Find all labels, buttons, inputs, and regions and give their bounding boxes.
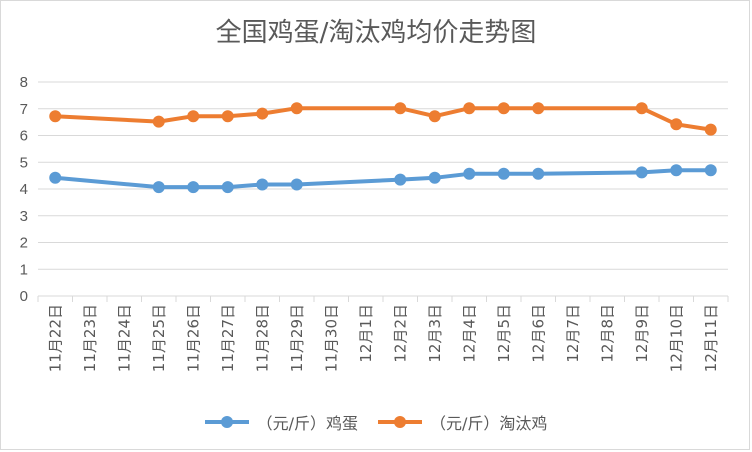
grid-lines [38, 81, 728, 297]
y-tick-label: 5 [20, 154, 28, 171]
data-point [187, 181, 200, 194]
legend-label-hen: （元/斤）淘汰鸡 [430, 414, 548, 433]
data-point [635, 102, 648, 115]
legend-label-egg: （元/斤）鸡蛋 [256, 414, 358, 433]
data-point [497, 167, 510, 180]
data-point [49, 171, 62, 184]
y-tick-label: 4 [20, 181, 28, 198]
x-tick-label: 12月6日 [529, 304, 547, 363]
chart-title: 全国鸡蛋/淘汰鸡均价走势图 [215, 18, 537, 48]
data-point [394, 102, 407, 115]
legend-item-egg: （元/斤）鸡蛋 [204, 410, 358, 434]
data-point [635, 166, 648, 179]
y-tick-label: 2 [20, 235, 28, 252]
x-tick-label: 12月2日 [391, 304, 409, 363]
data-point [221, 181, 234, 194]
series-layer [49, 102, 717, 194]
y-tick-label: 1 [20, 261, 28, 278]
x-tick-label: 12月4日 [460, 304, 478, 363]
data-point [670, 118, 683, 131]
y-tick-label: 6 [20, 128, 28, 145]
legend-marker-hen [378, 416, 422, 428]
x-tick-label: 11月28日 [253, 304, 271, 372]
data-point [463, 102, 476, 115]
data-point [290, 102, 303, 115]
data-point [152, 181, 165, 194]
x-tick-label: 11月26日 [184, 304, 202, 372]
legend: （元/斤）鸡蛋 （元/斤）淘汰鸡 [0, 410, 752, 434]
x-tick-label: 12月3日 [426, 304, 444, 363]
data-point [152, 115, 165, 128]
legend-marker-egg [204, 416, 249, 428]
y-tick-label: 0 [20, 288, 28, 305]
data-point [394, 173, 407, 186]
data-point [670, 164, 683, 177]
y-tick-label: 3 [20, 208, 28, 225]
x-tick-label: 11月23日 [81, 304, 99, 372]
x-axis: 11月22日 11月23日 11月24日 11月25日 11月26日 11月27日 11月2… [37, 296, 729, 372]
data-point [428, 110, 441, 123]
x-tick-label: 11月27日 [219, 304, 237, 372]
x-tick-label: 11月24日 [115, 304, 133, 372]
x-tick-label: 11月29日 [288, 304, 306, 372]
x-tick-label: 12月8日 [598, 304, 616, 363]
data-point [463, 167, 476, 180]
x-tick-label: 11月30日 [322, 304, 340, 372]
data-point [49, 110, 62, 123]
data-point [187, 110, 200, 123]
x-tick-label: 11月22日 [46, 304, 64, 372]
data-point [428, 171, 441, 184]
y-axis: 0 1 2 3 4 5 6 7 8 [20, 74, 28, 305]
x-tick-label: 12月9日 [633, 304, 651, 363]
data-point [256, 178, 269, 191]
data-point [532, 167, 545, 180]
data-point [290, 178, 303, 191]
data-point [704, 123, 717, 136]
x-tick-label: 11月25日 [150, 304, 168, 372]
data-point [221, 110, 234, 123]
data-point [704, 164, 717, 177]
data-point [497, 102, 510, 115]
x-tick-label: 12月5日 [495, 304, 513, 363]
y-tick-label: 7 [20, 101, 28, 118]
data-point [532, 102, 545, 115]
x-tick-label: 12月7日 [564, 304, 582, 363]
x-tick-label: 12月1日 [357, 304, 375, 363]
y-tick-label: 8 [20, 74, 28, 91]
x-tick-label: 12月10日 [667, 304, 685, 372]
legend-item-hen: （元/斤）淘汰鸡 [378, 410, 547, 434]
x-tick-label: 12月11日 [702, 304, 720, 372]
data-point [256, 107, 269, 120]
